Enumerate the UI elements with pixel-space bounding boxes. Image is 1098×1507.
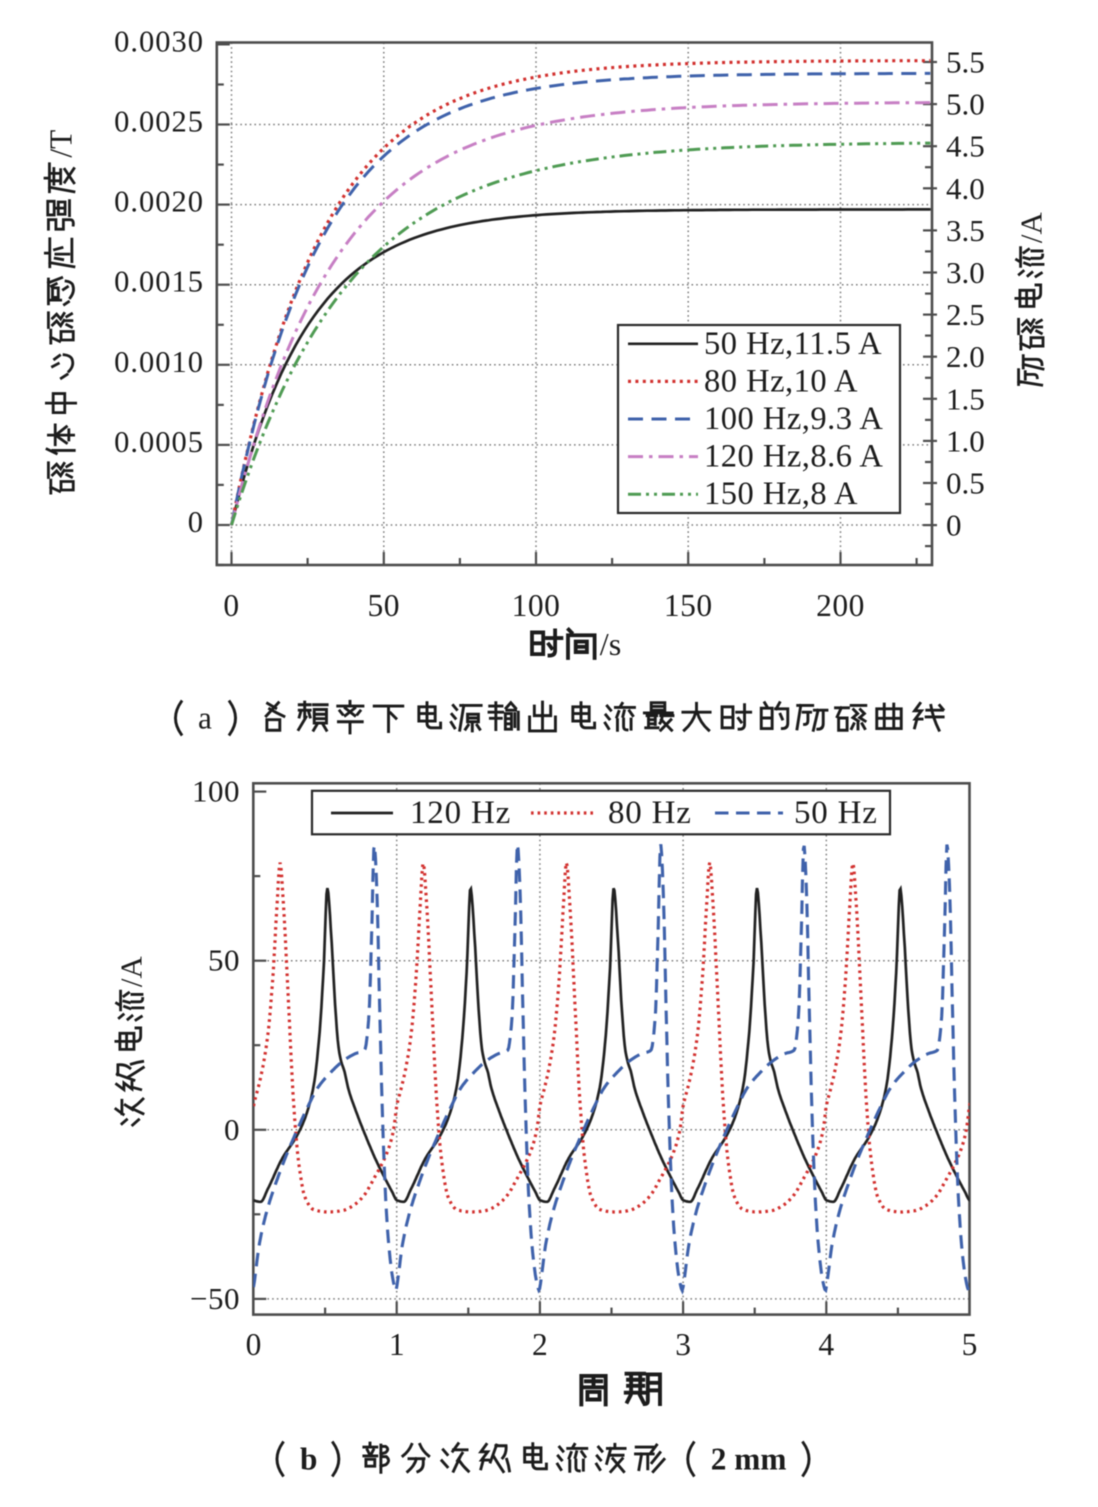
- svg-text:0: 0: [188, 505, 204, 539]
- svg-text:a: a: [198, 701, 212, 736]
- svg-text:120 Hz: 120 Hz: [410, 795, 511, 831]
- svg-text:3.5: 3.5: [946, 213, 985, 248]
- svg-text:4.0: 4.0: [946, 171, 985, 206]
- svg-text:200: 200: [816, 588, 865, 623]
- svg-text:0.0015: 0.0015: [114, 265, 204, 299]
- svg-text:0.0020: 0.0020: [114, 185, 204, 219]
- svg-text:0: 0: [224, 1112, 240, 1147]
- svg-text:100 Hz,9.3 A: 100 Hz,9.3 A: [704, 401, 883, 437]
- svg-text:/A: /A: [1015, 212, 1049, 244]
- svg-text:4.5: 4.5: [946, 129, 985, 164]
- svg-text:/s: /s: [600, 626, 621, 662]
- svg-text:50: 50: [208, 943, 240, 978]
- svg-text:2 mm: 2 mm: [711, 1442, 787, 1477]
- svg-text:5.5: 5.5: [946, 45, 985, 80]
- svg-text:0.0005: 0.0005: [114, 425, 204, 459]
- svg-text:120 Hz,8.6 A: 120 Hz,8.6 A: [704, 439, 883, 475]
- svg-text:100: 100: [192, 774, 240, 809]
- svg-text:2.5: 2.5: [946, 297, 985, 332]
- svg-text:50 Hz: 50 Hz: [794, 795, 878, 831]
- svg-text:5.0: 5.0: [946, 87, 985, 122]
- svg-text:0.0010: 0.0010: [114, 345, 204, 379]
- svg-text:0: 0: [223, 588, 239, 623]
- svg-text:100: 100: [512, 588, 561, 623]
- svg-text:80 Hz: 80 Hz: [608, 795, 692, 831]
- svg-text:2.0: 2.0: [946, 339, 985, 374]
- svg-text:2: 2: [532, 1327, 548, 1362]
- svg-text:0: 0: [246, 1327, 262, 1362]
- svg-text:−50: −50: [190, 1281, 240, 1316]
- svg-text:/T: /T: [44, 130, 79, 158]
- svg-text:50 Hz,11.5 A: 50 Hz,11.5 A: [704, 326, 882, 362]
- svg-text:1.5: 1.5: [946, 381, 985, 416]
- svg-text:/A: /A: [115, 956, 149, 988]
- svg-text:1.0: 1.0: [946, 423, 985, 458]
- svg-text:0: 0: [946, 508, 962, 543]
- svg-text:1: 1: [389, 1327, 405, 1362]
- svg-text:b: b: [300, 1442, 317, 1477]
- svg-text:80 Hz,10 A: 80 Hz,10 A: [704, 363, 858, 399]
- svg-text:3: 3: [675, 1327, 691, 1362]
- svg-text:50: 50: [368, 588, 401, 623]
- svg-text:150: 150: [664, 588, 713, 623]
- svg-text:0.0030: 0.0030: [114, 24, 204, 58]
- svg-text:5: 5: [962, 1327, 978, 1362]
- svg-text:0.5: 0.5: [946, 466, 985, 501]
- svg-text:3.0: 3.0: [946, 255, 985, 290]
- svg-text:150 Hz,8 A: 150 Hz,8 A: [704, 476, 858, 512]
- svg-text:0.0025: 0.0025: [114, 105, 204, 139]
- svg-text:4: 4: [818, 1327, 834, 1362]
